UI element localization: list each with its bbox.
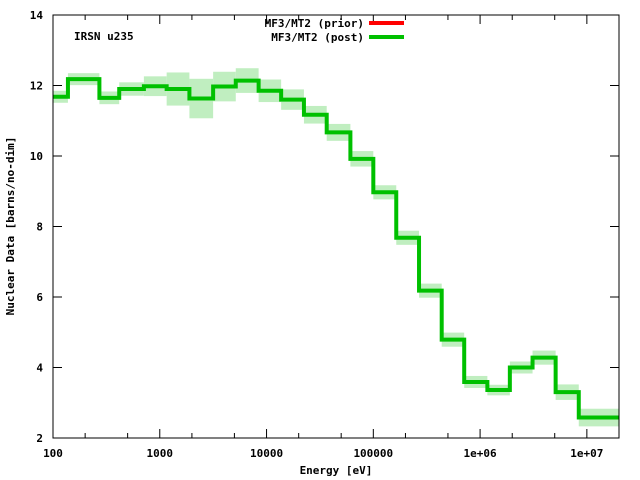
y-tick-label: 2 xyxy=(36,432,43,445)
y-tick-label: 4 xyxy=(36,362,43,375)
series-line-1 xyxy=(53,77,619,420)
y-tick-label: 8 xyxy=(36,221,43,234)
y-tick-label: 10 xyxy=(30,150,43,163)
axis-ticks: 100 1000 10000 100000 1e+06 1e+07 2 4 6 8 10 12 14 xyxy=(30,9,620,460)
annotation: IRSN u235 xyxy=(74,30,134,43)
x-tick-label: 1e+06 xyxy=(464,447,497,460)
x-axis-label: Energy [eV] xyxy=(300,464,373,477)
uncertainty-bands xyxy=(53,68,619,427)
x-tick-label: 1000 xyxy=(147,447,174,460)
series-lines xyxy=(53,77,619,420)
x-tick-label: 100 xyxy=(43,447,63,460)
y-tick-label: 6 xyxy=(36,291,43,304)
x-tick-label: 1e+07 xyxy=(570,447,603,460)
x-tick-label: 10000 xyxy=(250,447,283,460)
y-tick-label: 12 xyxy=(30,80,43,93)
y-tick-label: 14 xyxy=(30,9,44,22)
plot-frame xyxy=(52,14,620,439)
legend-label-prior: MF3/MT2 (prior) xyxy=(265,17,364,30)
y-axis-label: Nuclear Data [barns/no-dim] xyxy=(4,137,17,316)
x-tick-label: 100000 xyxy=(353,447,393,460)
legend-label-post: MF3/MT2 (post) xyxy=(271,31,364,44)
